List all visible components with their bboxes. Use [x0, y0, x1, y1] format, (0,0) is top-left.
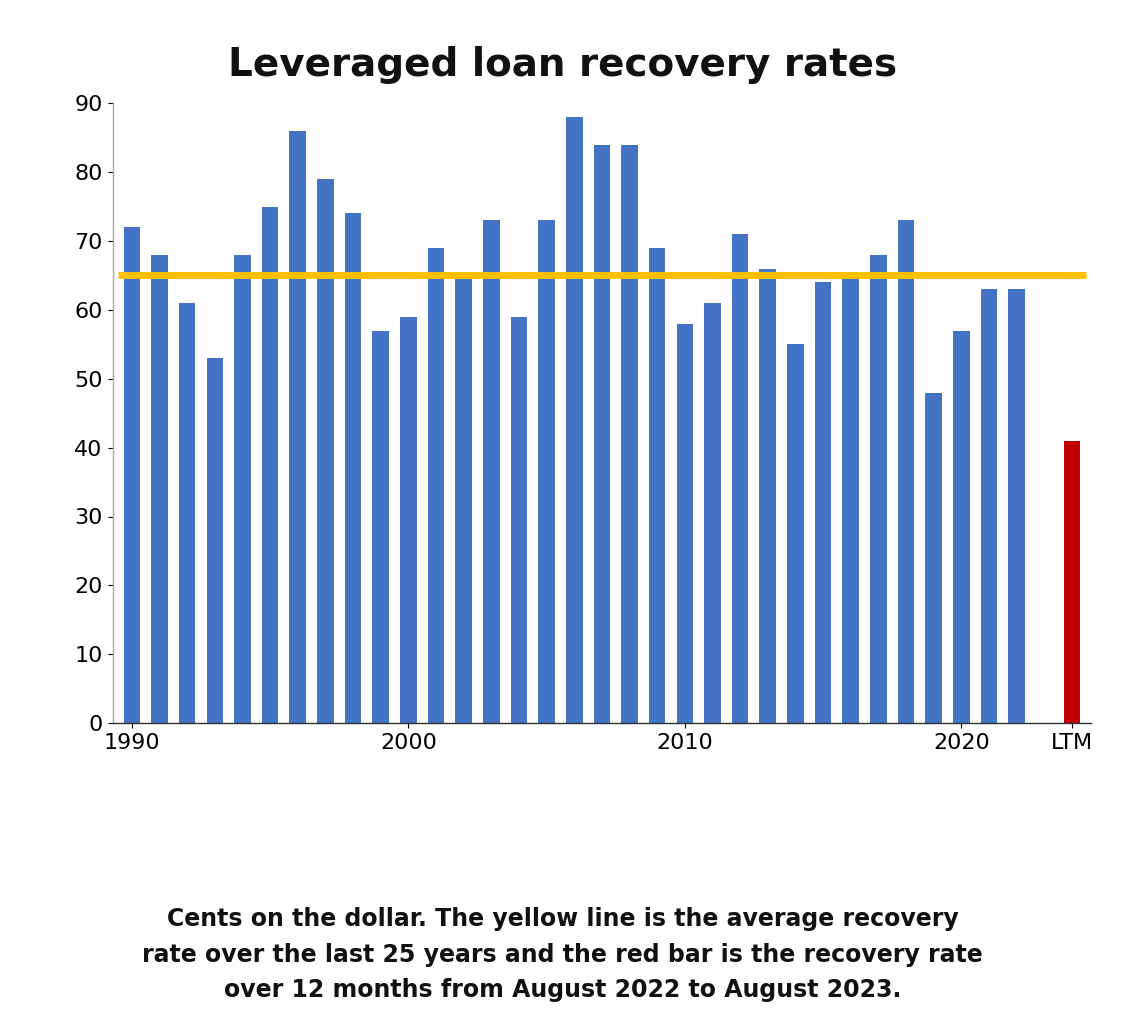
Bar	[621, 145, 638, 723]
Bar	[870, 255, 886, 723]
Bar	[289, 131, 306, 723]
Bar	[566, 117, 583, 723]
Bar	[981, 289, 997, 723]
Bar	[511, 317, 528, 723]
Bar	[843, 276, 860, 723]
Bar	[344, 214, 361, 723]
Bar	[428, 248, 444, 723]
Bar	[234, 255, 251, 723]
Bar	[814, 282, 831, 723]
Bar	[732, 234, 748, 723]
Bar	[372, 331, 389, 723]
Bar	[759, 269, 776, 723]
Bar	[262, 207, 278, 723]
Bar	[898, 220, 915, 723]
Bar	[179, 303, 196, 723]
Bar	[676, 323, 693, 723]
Bar	[538, 220, 555, 723]
Bar	[649, 248, 666, 723]
Bar	[483, 220, 500, 723]
Text: Cents on the dollar. The yellow line is the average recovery
rate over the last : Cents on the dollar. The yellow line is …	[142, 907, 983, 1002]
Bar	[953, 331, 970, 723]
Bar	[207, 358, 223, 723]
Bar	[704, 303, 721, 723]
Bar	[594, 145, 610, 723]
Bar	[1008, 289, 1025, 723]
Bar	[1063, 441, 1080, 723]
Bar	[456, 276, 471, 723]
Bar	[151, 255, 168, 723]
Text: Leveraged loan recovery rates: Leveraged loan recovery rates	[228, 46, 897, 85]
Bar	[317, 179, 334, 723]
Bar	[788, 344, 803, 723]
Bar	[400, 317, 416, 723]
Bar	[926, 393, 942, 723]
Bar	[124, 227, 141, 723]
